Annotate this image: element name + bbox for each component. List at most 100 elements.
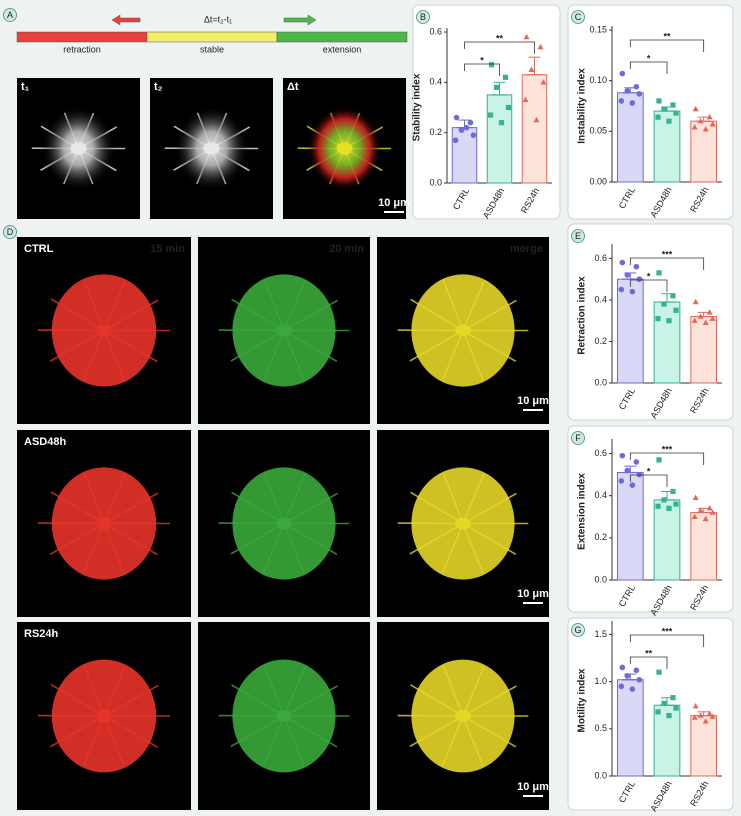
panel-badge — [571, 623, 585, 637]
bar — [617, 679, 644, 777]
point — [656, 270, 662, 276]
soma-core — [336, 142, 353, 155]
point — [487, 112, 494, 118]
panel-badge — [571, 431, 585, 445]
significance-bracket — [629, 39, 705, 52]
bar — [653, 499, 681, 581]
y-tick-label: 0.6 — [429, 26, 442, 36]
point — [706, 309, 713, 315]
point — [618, 478, 625, 484]
point — [498, 120, 505, 126]
point — [633, 459, 640, 465]
significance-label: *** — [662, 444, 673, 454]
panel-label: A — [7, 10, 13, 20]
bar — [690, 715, 717, 777]
point — [709, 713, 716, 719]
point — [636, 91, 643, 97]
point — [619, 452, 626, 459]
y-tick-label: 0.10 — [589, 75, 607, 85]
bar — [617, 278, 644, 384]
point — [673, 501, 679, 507]
point — [697, 313, 704, 319]
point — [655, 709, 661, 715]
soma-core — [203, 142, 220, 155]
point — [697, 712, 704, 718]
panel-label: D — [7, 227, 14, 237]
row-label: ASD48h — [24, 436, 66, 448]
image-label: t₁ — [21, 81, 30, 93]
panel-label: E — [575, 231, 581, 241]
phase-label: extension — [323, 44, 362, 54]
point — [702, 126, 709, 132]
point — [619, 664, 626, 671]
significance-bracket — [629, 279, 668, 292]
point — [709, 315, 716, 321]
point — [624, 467, 631, 474]
column-label: merge — [510, 243, 543, 255]
point — [691, 513, 698, 519]
point — [619, 259, 626, 266]
y-tick-label: 0.2 — [594, 336, 607, 346]
y-tick-label: 0.0 — [429, 177, 442, 187]
point — [619, 70, 626, 77]
significance-bracket — [629, 634, 705, 647]
significance-label: *** — [662, 626, 673, 636]
point — [505, 104, 512, 111]
point — [666, 505, 672, 511]
soma-core — [70, 142, 87, 155]
panel-label: F — [575, 433, 581, 443]
y-axis-label: Extension index — [577, 473, 588, 550]
scale-label: 10 μm — [378, 197, 410, 209]
point — [661, 497, 667, 503]
y-axis-label: Motility index — [577, 668, 588, 732]
image-label: Δt — [287, 81, 299, 93]
point — [661, 700, 667, 706]
point — [709, 121, 716, 127]
y-tick-label: 0.6 — [594, 253, 607, 263]
point — [656, 98, 662, 104]
point — [540, 79, 547, 85]
point — [666, 713, 672, 719]
panel-label: G — [574, 625, 581, 635]
bar — [690, 316, 717, 384]
point — [655, 114, 661, 120]
y-tick-label: 0.2 — [594, 532, 607, 542]
point — [528, 66, 535, 72]
error-bar — [493, 81, 506, 95]
point — [697, 118, 704, 124]
point — [661, 106, 667, 112]
arrow-left — [111, 14, 141, 26]
bar — [617, 472, 644, 581]
point — [624, 88, 631, 94]
error-bar — [697, 507, 710, 513]
significance-label: * — [647, 466, 651, 476]
y-tick-label: 0.2 — [429, 127, 442, 137]
point — [629, 686, 636, 692]
soma-core — [96, 710, 112, 722]
panel-label: B — [420, 12, 426, 22]
point — [697, 507, 704, 513]
point — [618, 683, 625, 690]
significance-bracket — [629, 61, 668, 74]
point — [624, 673, 631, 679]
point — [453, 114, 460, 121]
row-label: RS24h — [24, 628, 59, 640]
point — [673, 705, 679, 711]
error-bar — [697, 311, 710, 317]
scale-label: 10 μm — [517, 781, 549, 793]
bar — [690, 512, 717, 581]
point — [629, 288, 636, 295]
y-tick-label: 0.4 — [594, 294, 607, 304]
point — [656, 669, 662, 675]
panel-label: C — [575, 12, 582, 22]
soma-core — [455, 517, 471, 530]
point — [670, 293, 676, 299]
phase-bar — [276, 31, 408, 43]
point — [452, 137, 459, 144]
y-tick-label: 0.5 — [594, 723, 607, 733]
point — [636, 276, 643, 282]
bar — [617, 92, 644, 183]
point — [458, 127, 465, 133]
column-label: 15 min — [150, 243, 185, 255]
point — [692, 494, 699, 500]
